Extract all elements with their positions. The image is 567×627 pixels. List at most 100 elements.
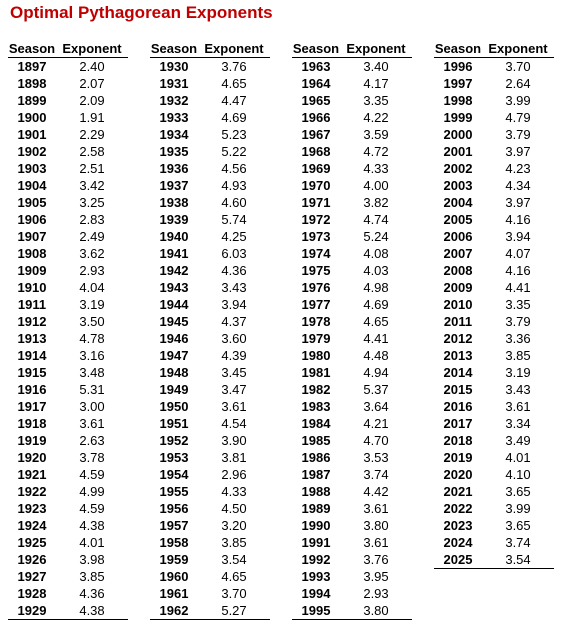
table-row: 1904 3.42 xyxy=(8,177,128,194)
table-row: 1957 3.20 xyxy=(150,517,270,534)
season-cell: 1912 xyxy=(17,314,47,329)
exponent-cell: 3.36 xyxy=(505,331,531,346)
season-cell: 1935 xyxy=(159,144,189,159)
table-row: 1990 3.80 xyxy=(292,517,412,534)
exponent-cell: 4.60 xyxy=(221,195,247,210)
season-cell: 1924 xyxy=(17,518,47,533)
exponent-cell: 3.59 xyxy=(363,127,389,142)
exponent-cell: 4.41 xyxy=(505,280,531,295)
table-row: 1921 4.59 xyxy=(8,466,128,483)
season-cell: 1922 xyxy=(17,484,47,499)
exponent-cell: 4.47 xyxy=(221,93,247,108)
exponent-cell: 4.37 xyxy=(221,314,247,329)
table-row: 1934 5.23 xyxy=(150,126,270,143)
exponent-cell: 4.33 xyxy=(221,484,247,499)
season-cell: 1944 xyxy=(159,297,189,312)
table-row: 1968 4.72 xyxy=(292,143,412,160)
table-row: 2015 3.43 xyxy=(434,381,554,398)
table-row: 1967 3.59 xyxy=(292,126,412,143)
table-row: 1912 3.50 xyxy=(8,313,128,330)
table-row: 1969 4.33 xyxy=(292,160,412,177)
exponent-cell: 3.78 xyxy=(79,450,105,465)
table-row: 1943 3.43 xyxy=(150,279,270,296)
table-row: 1917 3.00 xyxy=(8,398,128,415)
season-cell: 1928 xyxy=(17,586,47,601)
table-row: 1935 5.22 xyxy=(150,143,270,160)
exponent-cell: 3.25 xyxy=(79,195,105,210)
season-cell: 2012 xyxy=(443,331,473,346)
season-cell: 1908 xyxy=(17,246,47,261)
season-cell: 2014 xyxy=(443,365,473,380)
season-cell: 1989 xyxy=(301,501,331,516)
season-cell: 1978 xyxy=(301,314,331,329)
exponent-cell: 4.94 xyxy=(363,365,389,380)
exponent-cell: 3.76 xyxy=(363,552,389,567)
exponent-cell: 3.54 xyxy=(221,552,247,567)
table-row: 1905 3.25 xyxy=(8,194,128,211)
exponent-cell: 3.43 xyxy=(221,280,247,295)
season-cell: 2001 xyxy=(443,144,473,159)
season-cell: 2009 xyxy=(443,280,473,295)
table-row: 1954 2.96 xyxy=(150,466,270,483)
table-row: 1933 4.69 xyxy=(150,109,270,126)
table-row: 1942 4.36 xyxy=(150,262,270,279)
exponent-cell: 2.40 xyxy=(79,59,105,74)
season-cell: 1975 xyxy=(301,263,331,278)
exponent-cell: 4.21 xyxy=(363,416,389,431)
season-cell: 1950 xyxy=(159,399,189,414)
table-row: 1997 2.64 xyxy=(434,75,554,92)
exponent-cell: 5.27 xyxy=(221,603,247,618)
exponent-cell: 4.00 xyxy=(363,178,389,193)
exponent-cell: 4.59 xyxy=(79,467,105,482)
exponent-cell: 4.74 xyxy=(363,212,389,227)
table-row: 1919 2.63 xyxy=(8,432,128,449)
exponent-cell: 3.60 xyxy=(221,331,247,346)
exponent-cell: 2.49 xyxy=(79,229,105,244)
table-row: 1982 5.37 xyxy=(292,381,412,398)
table-row: 2021 3.65 xyxy=(434,483,554,500)
season-cell: 2021 xyxy=(443,484,473,499)
exponent-cell: 4.50 xyxy=(221,501,247,516)
season-cell: 2020 xyxy=(443,467,473,482)
season-cell: 2010 xyxy=(443,297,473,312)
season-cell: 1973 xyxy=(301,229,331,244)
season-cell: 2011 xyxy=(443,314,473,329)
season-cell: 1902 xyxy=(17,144,47,159)
exponent-cell: 4.16 xyxy=(505,263,531,278)
season-cell: 1981 xyxy=(301,365,331,380)
table-row: 2022 3.99 xyxy=(434,500,554,517)
table-row: 1989 3.61 xyxy=(292,500,412,517)
season-cell: 1915 xyxy=(17,365,47,380)
table-row: 1950 3.61 xyxy=(150,398,270,415)
season-cell: 1911 xyxy=(17,297,47,312)
exponent-cell: 4.65 xyxy=(363,314,389,329)
table-row: 1983 3.64 xyxy=(292,398,412,415)
season-cell: 1967 xyxy=(301,127,331,142)
exponent-cell: 4.25 xyxy=(221,229,247,244)
season-cell: 1934 xyxy=(159,127,189,142)
table-row: 1945 4.37 xyxy=(150,313,270,330)
table-row: 1938 4.60 xyxy=(150,194,270,211)
table-header: Season Exponent xyxy=(150,40,270,58)
season-cell: 1995 xyxy=(301,603,331,618)
table-row: 1956 4.50 xyxy=(150,500,270,517)
season-cell: 1955 xyxy=(159,484,189,499)
exponent-cell: 3.80 xyxy=(363,518,389,533)
table-row: 1909 2.93 xyxy=(8,262,128,279)
table-row: 1937 4.93 xyxy=(150,177,270,194)
exponent-cell: 4.03 xyxy=(363,263,389,278)
season-cell: 1960 xyxy=(159,569,189,584)
exponent-cell: 3.64 xyxy=(363,399,389,414)
exponent-cell: 4.48 xyxy=(363,348,389,363)
exponent-cell: 4.16 xyxy=(505,212,531,227)
exponent-cell: 2.83 xyxy=(79,212,105,227)
season-cell: 1925 xyxy=(17,535,47,550)
table-row: 1925 4.01 xyxy=(8,534,128,551)
header-season: Season xyxy=(150,41,198,56)
table-row: 1939 5.74 xyxy=(150,211,270,228)
header-exponent: Exponent xyxy=(62,41,122,56)
header-exponent: Exponent xyxy=(346,41,406,56)
table-row: 2000 3.79 xyxy=(434,126,554,143)
season-cell: 1985 xyxy=(301,433,331,448)
season-cell: 2016 xyxy=(443,399,473,414)
